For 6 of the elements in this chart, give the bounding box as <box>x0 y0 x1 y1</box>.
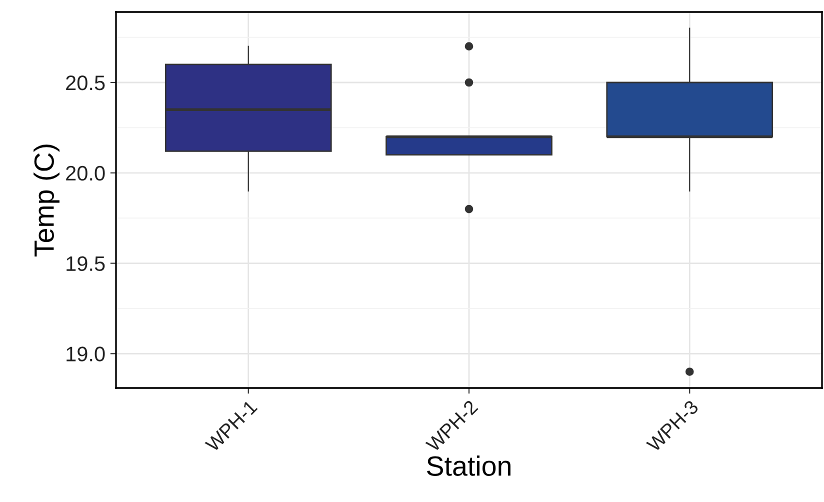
y-tick-label: 19.0 <box>66 346 105 362</box>
y-axis-title: Temp (C) <box>34 144 60 256</box>
y-tick-label: 20.0 <box>66 166 105 181</box>
x-axis-title: Station <box>427 456 510 476</box>
y-tick-label: 20.5 <box>66 76 105 90</box>
y-tick-label: 19.5 <box>66 256 105 272</box>
